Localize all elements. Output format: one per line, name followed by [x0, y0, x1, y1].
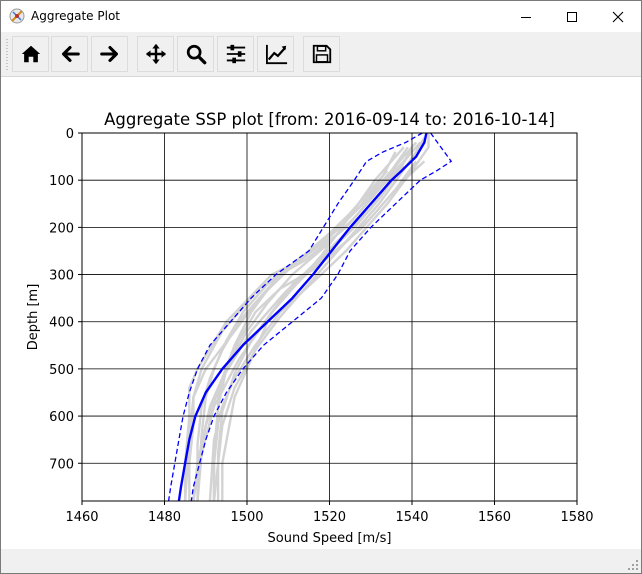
- x-tick-label: 1540: [395, 510, 428, 525]
- y-tick-label: 500: [49, 363, 74, 378]
- x-tick-label: 1460: [65, 510, 98, 525]
- title-bar[interactable]: Aggregate Plot: [1, 1, 641, 32]
- forward-button[interactable]: [91, 36, 128, 72]
- ssp-chart[interactable]: 1460 1480 1500 1520 1540 1560 1580 0 100 200 300 4…: [1, 77, 641, 549]
- lower-bound-line: [167, 132, 423, 502]
- x-tick-label: 1520: [313, 510, 346, 525]
- pan-icon: [145, 43, 167, 65]
- zoom-button[interactable]: [177, 36, 214, 72]
- minimize-icon: [521, 17, 531, 18]
- y-tick-label: 200: [49, 221, 74, 236]
- resize-grip-icon[interactable]: [627, 559, 639, 571]
- mean-line: [177, 132, 428, 502]
- configure-subplots-icon: [226, 44, 246, 64]
- back-button[interactable]: [51, 36, 88, 72]
- profile-line: [216, 146, 414, 501]
- mean-line-group: [177, 132, 428, 502]
- x-tick-label: 1500: [230, 510, 263, 525]
- y-ticks-group: 0 100 200 300 400 500 600 700: [49, 127, 82, 472]
- minimize-button[interactable]: [503, 1, 549, 32]
- configure-subplots-button[interactable]: [217, 36, 254, 72]
- toolbar-grip[interactable]: [6, 38, 8, 71]
- zoom-icon: [186, 44, 207, 65]
- back-arrow-icon: [62, 46, 80, 62]
- close-icon: [612, 11, 624, 23]
- chart-title: Aggregate SSP plot [from: 2016-09-14 to:…: [104, 110, 555, 129]
- plot-canvas[interactable]: 1460 1480 1500 1520 1540 1560 1580 0 100 200 300 4…: [1, 77, 641, 549]
- upper-bound-line: [190, 132, 453, 502]
- save-icon: [312, 44, 332, 64]
- save-button[interactable]: [303, 36, 340, 72]
- edit-axis-button[interactable]: [257, 36, 294, 72]
- x-tick-label: 1580: [560, 510, 593, 525]
- y-tick-label: 100: [49, 174, 74, 189]
- forward-arrow-icon: [100, 46, 118, 62]
- x-tick-label: 1480: [148, 510, 181, 525]
- profile-line: [196, 165, 405, 502]
- maximize-button[interactable]: [549, 1, 595, 32]
- x-tick-label: 1560: [478, 510, 511, 525]
- edit-axis-icon: [266, 44, 288, 65]
- home-button[interactable]: [12, 36, 49, 72]
- status-bar: [1, 550, 641, 573]
- y-tick-label: 300: [49, 269, 74, 284]
- navigation-toolbar: [1, 32, 641, 77]
- pan-button[interactable]: [137, 36, 174, 72]
- close-button[interactable]: [595, 1, 641, 32]
- window-title: Aggregate Plot: [31, 9, 120, 23]
- x-axis-label: Sound Speed [m/s]: [268, 531, 392, 546]
- y-tick-label: 400: [49, 316, 74, 331]
- profile-lines-group: [183, 133, 430, 502]
- app-logo-icon: [9, 8, 25, 24]
- maximize-icon: [567, 12, 577, 22]
- grid-lines-group: [81, 132, 578, 501]
- profile-line: [196, 169, 389, 501]
- home-icon: [21, 45, 41, 63]
- y-tick-label: 700: [49, 457, 74, 472]
- y-axis-label: Depth [m]: [26, 284, 41, 351]
- profile-line: [212, 160, 418, 501]
- y-tick-label: 0: [66, 127, 74, 142]
- bound-lines-group: [167, 132, 453, 502]
- x-ticks-group: 1460 1480 1500 1520 1540 1560 1580: [65, 501, 594, 525]
- y-tick-label: 600: [49, 410, 74, 425]
